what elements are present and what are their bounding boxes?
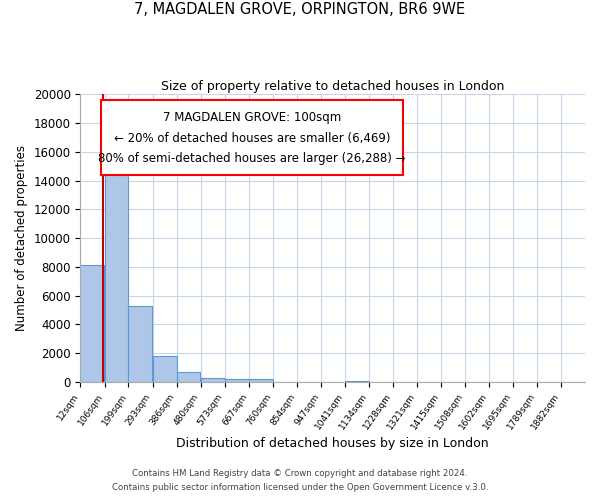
Bar <box>104 143 128 382</box>
Bar <box>152 356 176 382</box>
FancyBboxPatch shape <box>101 100 403 175</box>
Bar <box>80 266 104 382</box>
Bar <box>345 380 369 382</box>
Bar <box>224 379 248 382</box>
X-axis label: Distribution of detached houses by size in London: Distribution of detached houses by size … <box>176 437 489 450</box>
Text: 80% of semi-detached houses are larger (26,288) →: 80% of semi-detached houses are larger (… <box>98 152 406 164</box>
Bar <box>201 378 224 382</box>
Text: Contains HM Land Registry data © Crown copyright and database right 2024.: Contains HM Land Registry data © Crown c… <box>132 468 468 477</box>
Y-axis label: Number of detached properties: Number of detached properties <box>15 145 28 331</box>
Text: 7 MAGDALEN GROVE: 100sqm: 7 MAGDALEN GROVE: 100sqm <box>163 112 341 124</box>
Text: ← 20% of detached houses are smaller (6,469): ← 20% of detached houses are smaller (6,… <box>114 132 390 144</box>
Text: Contains public sector information licensed under the Open Government Licence v.: Contains public sector information licen… <box>112 484 488 492</box>
Bar <box>249 379 272 382</box>
Text: 7, MAGDALEN GROVE, ORPINGTON, BR6 9WE: 7, MAGDALEN GROVE, ORPINGTON, BR6 9WE <box>134 2 466 18</box>
Bar <box>128 306 152 382</box>
Title: Size of property relative to detached houses in London: Size of property relative to detached ho… <box>161 80 505 93</box>
Bar <box>176 372 200 382</box>
